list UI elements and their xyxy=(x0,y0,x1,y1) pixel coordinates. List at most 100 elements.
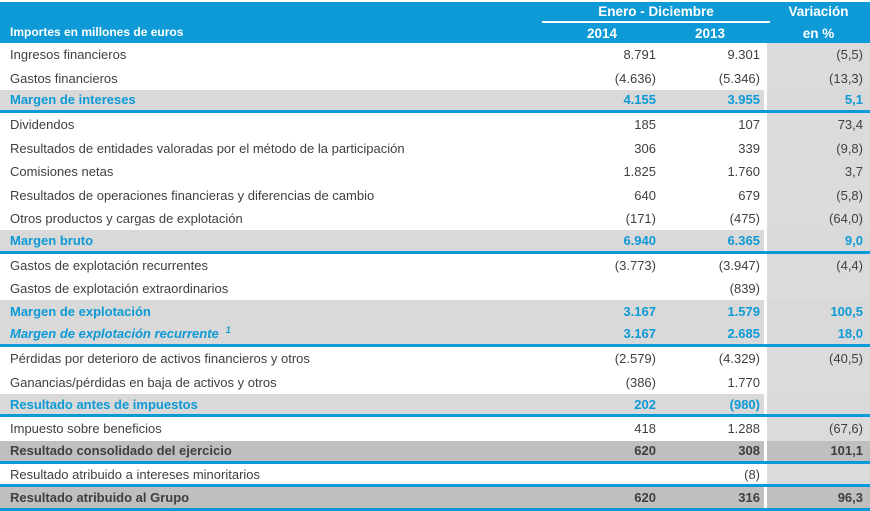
row-label-text: Margen de explotación recurrente xyxy=(10,326,219,342)
value-2013: (5.346) xyxy=(718,70,760,86)
table-row: Impuesto sobre beneficios 418 1.288 (67,6) xyxy=(0,417,870,441)
column-separator xyxy=(764,230,767,251)
row-label-text: Margen bruto xyxy=(10,232,94,248)
column-separator xyxy=(764,159,767,184)
value-2014: 620 xyxy=(634,490,656,506)
units-note: Importes en millones de euros xyxy=(10,25,184,39)
row-label-text: Resultado antes de impuestos xyxy=(10,396,198,412)
column-separator xyxy=(764,113,767,137)
row-label: Gastos de explotación extraordinarios xyxy=(0,281,548,296)
variation-value xyxy=(767,393,870,415)
row-label: Impuesto sobre beneficios xyxy=(0,421,548,436)
row-label: Resultados de entidades valoradas por el… xyxy=(0,141,548,156)
row-label-text: Resultados de operaciones financieras y … xyxy=(10,187,375,203)
row-label: Margen de intereses xyxy=(0,92,548,107)
value-2013: (4.329) xyxy=(718,351,760,367)
table-row: Ingresos financieros 8.791 9.301 (5,5) xyxy=(0,43,870,67)
table-row: Margen de explotación recurrente 1 3.167 2.… xyxy=(0,323,870,348)
value-2014: 640 xyxy=(634,187,656,203)
column-separator xyxy=(764,183,767,207)
variation-column-subheader: en % xyxy=(802,25,835,41)
value-2014: 3.167 xyxy=(623,304,656,320)
value-2014: 8.791 xyxy=(623,47,656,63)
variation-value: (64,0) xyxy=(767,206,870,231)
value-2013: 339 xyxy=(738,140,760,156)
variation-value: 96,3 xyxy=(767,487,870,508)
value-2013: 1.288 xyxy=(727,421,760,437)
column-separator xyxy=(764,66,767,90)
row-label: Gastos financieros xyxy=(0,71,548,86)
variation-value: (5,8) xyxy=(767,183,870,207)
row-label: Margen de explotación recurrente 1 xyxy=(0,326,548,341)
row-label-text: Resultado consolidado del ejercicio xyxy=(10,443,232,459)
table-row: Resultado atribuido al Grupo 620 316 96,3 xyxy=(0,487,870,511)
table-row: Margen de explotación 3.167 1.579 100,5 xyxy=(0,300,870,324)
table-row: Resultados de operaciones financieras y … xyxy=(0,183,870,207)
table-row: Gastos de explotación extraordinarios (83… xyxy=(0,276,870,301)
table-row: Gastos financieros (4.636) (5.346) (13,3) xyxy=(0,66,870,90)
row-label-text: Resultado atribuido al Grupo xyxy=(10,490,190,506)
column-separator xyxy=(764,370,767,394)
value-2014: 418 xyxy=(634,421,656,437)
column-separator xyxy=(764,300,767,324)
table-row: Resultados de entidades valoradas por el… xyxy=(0,136,870,160)
variation-value: (4,4) xyxy=(767,253,870,277)
row-label-text: Gastos financieros xyxy=(10,70,118,86)
variation-value xyxy=(767,464,870,485)
value-2013: 1.770 xyxy=(727,374,760,390)
value-2013: (8) xyxy=(744,466,760,482)
value-2014: 1.825 xyxy=(623,164,656,180)
variation-value xyxy=(767,276,870,301)
table-row: Margen bruto 6.940 6.365 9,0 xyxy=(0,230,870,254)
column-separator xyxy=(764,276,767,301)
variation-value: (40,5) xyxy=(767,347,870,371)
row-label: Resultados de operaciones financieras y … xyxy=(0,188,548,203)
table-row: Otros productos y cargas de explotación (… xyxy=(0,206,870,231)
value-2013: (839) xyxy=(729,281,760,297)
column-separator xyxy=(764,136,767,160)
variation-value: (5,5) xyxy=(767,43,870,67)
row-label-text: Pérdidas por deterioro de activos financ… xyxy=(10,351,310,367)
variation-value: 3,7 xyxy=(767,159,870,184)
row-label: Ganancias/pérdidas en baja de activos y … xyxy=(0,375,548,390)
footnote-marker: 1 xyxy=(225,326,231,336)
row-label-text: Dividendos xyxy=(10,117,75,133)
value-2014: 185 xyxy=(634,117,656,133)
value-2013: 3.955 xyxy=(727,92,760,108)
column-separator xyxy=(764,206,767,231)
table-row: Margen de intereses 4.155 3.955 5,1 xyxy=(0,89,870,114)
variation-value: 100,5 xyxy=(767,300,870,324)
column-separator xyxy=(764,347,767,371)
value-2013: (980) xyxy=(729,396,760,412)
table-row: Pérdidas por deterioro de activos financ… xyxy=(0,347,870,371)
row-label-text: Resultado atribuido a intereses minorita… xyxy=(10,466,261,482)
row-label: Comisiones netas xyxy=(0,164,548,179)
value-2014: 4.155 xyxy=(623,92,656,108)
table-row: Resultado atribuido a intereses minorita… xyxy=(0,464,870,488)
table-row: Gastos de explotación recurrentes (3.773)… xyxy=(0,253,870,277)
value-2014: 3.167 xyxy=(623,326,656,342)
row-label-text: Otros productos y cargas de explotación xyxy=(10,210,243,226)
table-row: Dividendos 185 107 73,4 xyxy=(0,113,870,137)
variation-value: 101,1 xyxy=(767,440,870,462)
value-2013: 9.301 xyxy=(727,47,760,63)
table-header: Importes en millones de euros Enero - Di… xyxy=(0,2,870,43)
value-2014: 202 xyxy=(634,396,656,412)
variation-value: 18,0 xyxy=(767,323,870,345)
column-separator xyxy=(764,393,767,415)
value-2014: 306 xyxy=(634,140,656,156)
variation-value: (13,3) xyxy=(767,66,870,90)
value-2013: 2.685 xyxy=(727,326,760,342)
variation-value: 9,0 xyxy=(767,230,870,251)
table-row: Resultado consolidado del ejercicio 620 30… xyxy=(0,440,870,465)
table-body: Ingresos financieros 8.791 9.301 (5,5) Gasto… xyxy=(0,43,870,511)
row-label: Margen de explotación xyxy=(0,304,548,319)
value-2013: 308 xyxy=(738,443,760,459)
column-separator xyxy=(764,89,767,111)
row-label: Resultado atribuido a intereses minorita… xyxy=(0,467,548,482)
value-2014: (4.636) xyxy=(614,70,656,86)
row-label-text: Gastos de explotación recurrentes xyxy=(10,257,208,273)
column-separator xyxy=(764,464,767,485)
value-2013: 107 xyxy=(738,117,760,133)
